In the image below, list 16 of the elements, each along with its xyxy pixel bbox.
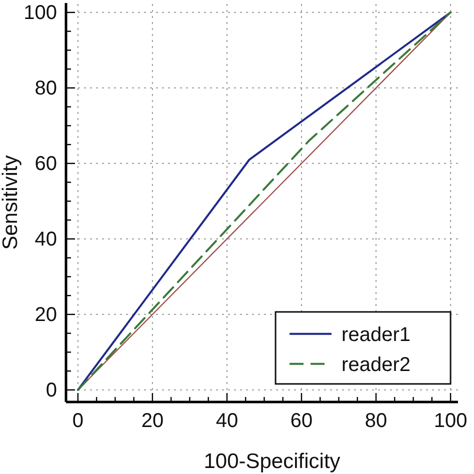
y-tick-label: 0 xyxy=(46,379,57,402)
x-tick-label: 0 xyxy=(72,410,84,432)
y-tick-label: 80 xyxy=(34,77,57,100)
x-tick-label: 60 xyxy=(290,410,313,432)
y-axis-title: Sensitivity xyxy=(0,154,22,250)
x-tick-label: 80 xyxy=(364,410,388,432)
y-tick-label: 100 xyxy=(24,2,57,24)
x-tick-label: 20 xyxy=(141,410,164,432)
x-axis-title: 100-Specificity xyxy=(204,450,341,473)
y-tick-label: 60 xyxy=(34,152,57,175)
y-tick-label: 40 xyxy=(34,228,57,250)
x-tick-label: 40 xyxy=(216,410,238,432)
legend-label: reader1 xyxy=(342,324,410,346)
y-tick-label: 20 xyxy=(34,304,57,326)
legend-label: reader2 xyxy=(342,354,410,376)
x-tick-label: 100 xyxy=(434,410,468,432)
